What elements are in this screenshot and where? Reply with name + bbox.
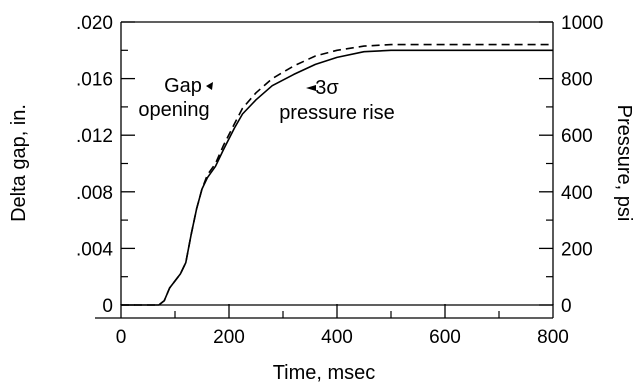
x-tick-label: 600 <box>429 327 461 348</box>
left-y-tick-label: .012 <box>76 126 113 147</box>
annotation-gap-pointer <box>206 82 213 90</box>
annotation-pressure-line1: 3σ <box>315 77 339 99</box>
right-y-tick-label: 800 <box>561 70 593 91</box>
right-y-tick-label: 1000 <box>561 13 603 34</box>
ticks: 0 .004 .008 .012 .016 .020 0 200 400 600 800 1000 0 2… <box>76 13 603 348</box>
x-tick-label: 0 <box>116 327 127 348</box>
series-layer <box>121 43 553 306</box>
right-y-tick-label: 600 <box>561 126 593 147</box>
left-y-tick-label: .020 <box>76 13 113 34</box>
left-y-tick-label: .016 <box>76 70 113 91</box>
right-y-tick-label: 400 <box>561 183 593 204</box>
annotation-gap-line2: opening <box>138 99 209 121</box>
x-tick-label: 400 <box>321 327 353 348</box>
right-y-tick-label: 0 <box>561 296 572 317</box>
x-tick-label: 200 <box>213 327 245 348</box>
plot-frame <box>95 21 554 319</box>
annotation-pressure-line2: pressure rise <box>279 102 395 124</box>
right-y-axis-title: Pressure, psi <box>613 105 635 222</box>
x-axis-title: Time, msec <box>273 362 376 384</box>
left-y-tick-label: .004 <box>76 239 113 260</box>
x-tick-label: 800 <box>537 327 569 348</box>
right-y-tick-label: 200 <box>561 239 593 260</box>
annotation-pressure-pointer <box>306 85 316 91</box>
left-y-axis-title: Delta gap, in. <box>8 104 30 222</box>
left-y-tick-label: .008 <box>76 183 113 204</box>
annotation-gap-line1: Gap <box>164 75 202 97</box>
left-y-tick-label: 0 <box>102 296 113 317</box>
pressure-rise-dashed-line <box>121 43 553 306</box>
